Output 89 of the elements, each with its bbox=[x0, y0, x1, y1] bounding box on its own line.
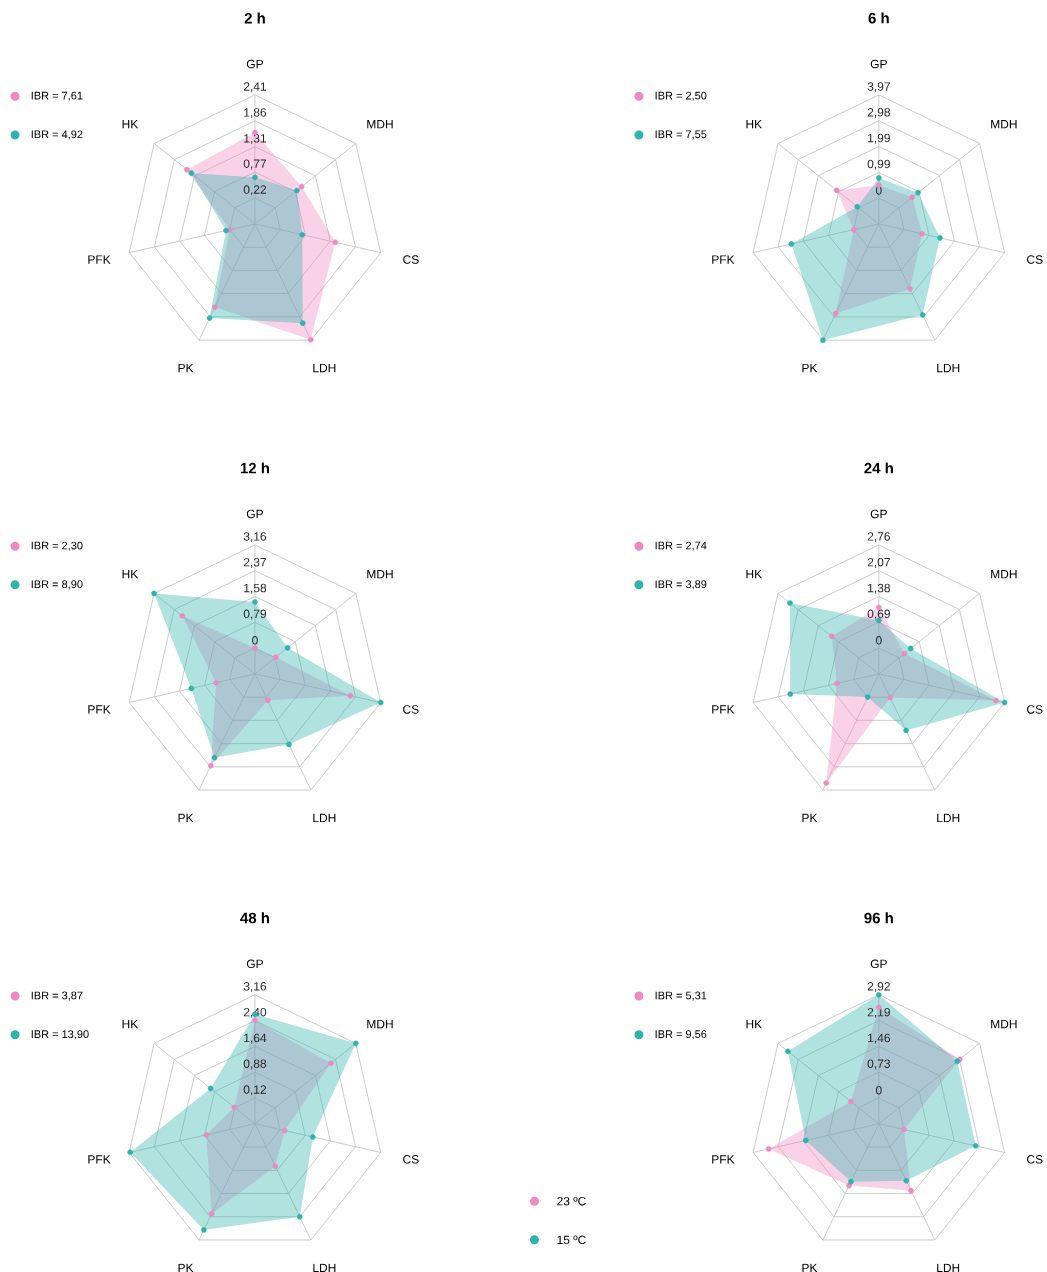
legend-label: IBR = 8,90 bbox=[31, 580, 83, 590]
spoke-label: MDH bbox=[991, 120, 1017, 129]
y-tick-label: 1,58 bbox=[244, 583, 267, 594]
legend-label: IBR = 2,74 bbox=[655, 541, 707, 551]
spoke-label: CS bbox=[403, 255, 419, 264]
y-tick-label: 0,79 bbox=[243, 609, 267, 620]
spoke-label: GP bbox=[870, 59, 887, 69]
spoke-label: LDH bbox=[313, 1263, 336, 1272]
y-tick-label: 0,73 bbox=[867, 1059, 891, 1070]
legend-label: IBR = 3,87 bbox=[31, 991, 83, 1001]
spoke-label: CS bbox=[1027, 255, 1043, 264]
y-tick-label: 3,16 bbox=[243, 982, 267, 993]
spoke-label: PK bbox=[178, 363, 194, 373]
spoke-label: LDH bbox=[937, 1263, 960, 1272]
chart-title: 96 h bbox=[864, 912, 893, 924]
spoke-label: PFK bbox=[712, 705, 735, 714]
spoke-label: PK bbox=[802, 813, 818, 823]
chart-title: 6 h bbox=[868, 12, 889, 24]
y-tick-label: 0,77 bbox=[243, 159, 267, 170]
legend-label: IBR = 9,56 bbox=[655, 1030, 707, 1040]
legend-label: IBR = 4,92 bbox=[31, 130, 83, 140]
y-tick-label: 0,99 bbox=[867, 159, 891, 170]
spoke-label: CS bbox=[1027, 1155, 1043, 1164]
spoke-label: PFK bbox=[88, 1155, 111, 1164]
y-tick-label: 1,86 bbox=[244, 108, 267, 119]
spoke-label: HK bbox=[746, 1019, 763, 1029]
y-tick-label: 0,22 bbox=[243, 185, 267, 196]
spoke-label: HK bbox=[746, 120, 763, 129]
spoke-label: LDH bbox=[313, 813, 336, 823]
spoke-label: PFK bbox=[712, 1155, 735, 1164]
y-tick-label: 2,92 bbox=[867, 982, 890, 993]
spoke-label: LDH bbox=[937, 363, 960, 373]
spoke-label: CS bbox=[403, 705, 419, 714]
y-tick-label: 0,88 bbox=[243, 1059, 267, 1070]
legend-label: IBR = 3,89 bbox=[655, 580, 707, 590]
spoke-label: GP bbox=[246, 959, 264, 969]
y-tick-label: 1,64 bbox=[244, 1033, 267, 1044]
spoke-label: PK bbox=[802, 1263, 818, 1272]
spoke-label: PK bbox=[178, 1263, 194, 1272]
spoke-label: MDH bbox=[991, 1019, 1017, 1029]
y-tick-label: 1,46 bbox=[868, 1033, 891, 1044]
y-tick-label: 0 bbox=[876, 1086, 882, 1095]
legend-label: IBR = 13,90 bbox=[31, 1030, 89, 1040]
spoke-label: LDH bbox=[313, 363, 336, 373]
chart-title: 24 h bbox=[864, 462, 893, 474]
spoke-label: CS bbox=[403, 1155, 419, 1164]
spoke-label: MDH bbox=[367, 1019, 393, 1029]
y-tick-label: 0,69 bbox=[867, 609, 891, 620]
legend-label: IBR = 2,50 bbox=[655, 91, 707, 101]
spoke-label: PK bbox=[802, 363, 818, 373]
spoke-label: MDH bbox=[367, 120, 393, 129]
y-tick-label: 3,16 bbox=[243, 532, 267, 543]
spoke-label: LDH bbox=[937, 813, 960, 823]
legend-label: IBR = 2,30 bbox=[31, 541, 83, 551]
spoke-label: MDH bbox=[991, 570, 1017, 579]
y-tick-label: 0 bbox=[876, 636, 882, 645]
chart-title: 12 h bbox=[240, 462, 270, 474]
y-tick-label: 1,31 bbox=[244, 134, 267, 144]
y-tick-label: 2,41 bbox=[243, 82, 267, 93]
y-tick-label: 0 bbox=[252, 636, 258, 645]
spoke-label: PFK bbox=[712, 255, 735, 264]
chart-title: 48 h bbox=[240, 912, 270, 924]
legend-label: IBR = 7,55 bbox=[655, 130, 707, 140]
spoke-label: GP bbox=[246, 509, 264, 519]
y-tick-label: 0,12 bbox=[243, 1085, 267, 1096]
spoke-label: HK bbox=[122, 1019, 139, 1029]
y-tick-label: 3,97 bbox=[867, 82, 890, 93]
spoke-label: MDH bbox=[367, 570, 393, 579]
y-tick-label: 2,98 bbox=[867, 108, 891, 118]
text: 23 ºC bbox=[557, 1196, 586, 1206]
y-tick-label: 2,37 bbox=[243, 557, 267, 568]
text: 15 ºC bbox=[557, 1235, 586, 1245]
spoke-label: HK bbox=[122, 570, 139, 579]
spoke-label: PFK bbox=[88, 705, 111, 714]
y-tick-label: 1,38 bbox=[868, 583, 891, 594]
spoke-label: GP bbox=[870, 959, 887, 969]
spoke-label: PFK bbox=[88, 255, 111, 264]
spoke-label: PK bbox=[178, 813, 194, 823]
y-tick-label: 2,07 bbox=[867, 557, 890, 568]
spoke-label: GP bbox=[870, 509, 887, 519]
spoke-label: CS bbox=[1027, 705, 1043, 714]
legend-label: IBR = 7,61 bbox=[31, 91, 83, 101]
spoke-label: GP bbox=[246, 59, 264, 69]
chart-title: 2 h bbox=[244, 12, 265, 24]
legend-label: IBR = 5,31 bbox=[655, 991, 707, 1001]
y-tick-label: 1,99 bbox=[868, 133, 891, 144]
spoke-label: HK bbox=[122, 120, 139, 129]
spoke-label: HK bbox=[746, 570, 763, 579]
y-tick-label: 2,76 bbox=[867, 532, 891, 543]
